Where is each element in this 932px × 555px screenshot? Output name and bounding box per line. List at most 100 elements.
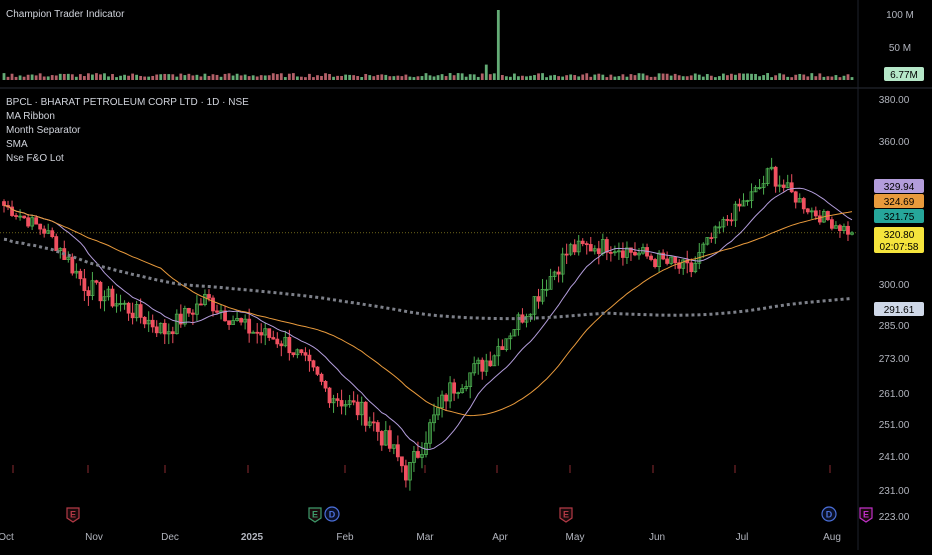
candle-body: [757, 187, 762, 189]
indicator-sma[interactable]: SMA: [6, 139, 28, 150]
volume-bar: [283, 77, 287, 80]
volume-bar: [488, 74, 492, 80]
candle-body: [842, 225, 846, 231]
candle-body: [275, 338, 280, 345]
volume-badge-bg: [884, 67, 924, 81]
volume-bar: [818, 73, 822, 80]
x-tick-label: Mar: [416, 532, 434, 543]
volume-bar: [814, 76, 818, 80]
indicator-month-separator[interactable]: Month Separator: [6, 125, 81, 136]
candle-body: [452, 382, 457, 394]
y-tick-label: 300.00: [879, 280, 910, 291]
candle-body: [195, 303, 199, 315]
candle-body: [653, 259, 657, 268]
candle-body: [793, 191, 798, 203]
volume-bar: [681, 76, 685, 80]
volume-bar: [605, 77, 609, 80]
candle-body: [259, 332, 264, 336]
candle-body: [315, 366, 320, 375]
candle-body: [114, 303, 119, 307]
candle-body: [162, 322, 167, 335]
volume-bar: [738, 73, 741, 80]
price-badge-timer: 02:07:58: [880, 242, 919, 253]
candle-body: [592, 248, 597, 252]
volume-bar: [86, 73, 90, 80]
volume-bar: [259, 75, 263, 80]
volume-bar: [58, 73, 62, 80]
candle-body: [765, 168, 770, 185]
volume-bar: [476, 76, 480, 80]
volume-bar: [541, 73, 544, 80]
volume-bar: [661, 73, 665, 80]
candle-body: [126, 302, 131, 314]
volume-bar: [794, 74, 798, 80]
volume-bar: [235, 73, 239, 80]
volume-bar: [569, 74, 573, 80]
volume-bar: [830, 76, 834, 80]
indicator-ma-ribbon[interactable]: MA Ribbon: [6, 111, 55, 122]
volume-bar: [669, 75, 673, 80]
candle-body: [713, 226, 718, 239]
volume-bar: [219, 76, 223, 80]
candle-body: [673, 256, 678, 264]
volume-bar: [62, 73, 66, 80]
candle-body: [460, 388, 465, 394]
volume-bar: [147, 76, 151, 80]
y-tick-label: 285.00: [879, 321, 910, 332]
candle-body: [504, 338, 509, 350]
candle-body: [343, 404, 348, 407]
candle-body: [347, 400, 352, 406]
candle-body: [492, 355, 497, 367]
candle-body: [150, 319, 155, 328]
candle-body: [665, 258, 670, 264]
indicator-fo-lot[interactable]: Nse F&O Lot: [6, 153, 64, 164]
volume-bar: [151, 75, 155, 80]
volume-bar: [750, 73, 753, 80]
candle-body: [263, 328, 268, 336]
candle-body: [677, 262, 682, 269]
candle-body: [2, 201, 6, 206]
volume-bar: [304, 77, 307, 80]
candle-body: [78, 270, 83, 280]
volume-bar: [826, 76, 830, 80]
candle-body: [745, 200, 750, 202]
x-tick-label: Jul: [736, 532, 749, 543]
symbol-title[interactable]: BPCL · BHARAT PETROLEUM CORP LTD · 1D · …: [6, 97, 249, 108]
volume-bar: [396, 75, 400, 80]
volume-bar: [336, 75, 339, 80]
volume-bar: [22, 76, 26, 80]
volume-bar: [332, 76, 335, 80]
candle-body: [448, 382, 453, 402]
candle-body: [838, 225, 842, 231]
volume-bar: [388, 76, 392, 80]
candle-body: [247, 318, 252, 334]
candles-group: [2, 157, 854, 491]
candle-body: [351, 400, 356, 403]
price-badge-value: 291.61: [884, 305, 915, 316]
volume-bar: [802, 74, 806, 80]
candle-body: [552, 271, 557, 277]
volume-bar: [42, 76, 46, 80]
candle-body: [532, 296, 537, 315]
x-tick-label: Feb: [336, 532, 354, 543]
candle-body: [186, 308, 191, 314]
candle-body: [110, 288, 115, 307]
candle-body: [516, 314, 521, 330]
y-tick-label: 251.00: [879, 420, 910, 431]
candle-body: [637, 252, 641, 256]
candle-body: [681, 259, 686, 269]
volume-bar: [424, 73, 428, 80]
candle-body: [701, 243, 706, 253]
volume-bar: [211, 74, 215, 80]
volume-bar: [549, 75, 552, 80]
candle-body: [572, 244, 577, 253]
candle-body: [476, 359, 481, 365]
volume-bar: [850, 77, 854, 80]
volume-bar: [243, 74, 247, 80]
candle-body: [82, 278, 87, 292]
candle-body: [158, 322, 163, 334]
candle-body: [797, 198, 802, 203]
candle-body: [761, 183, 766, 188]
